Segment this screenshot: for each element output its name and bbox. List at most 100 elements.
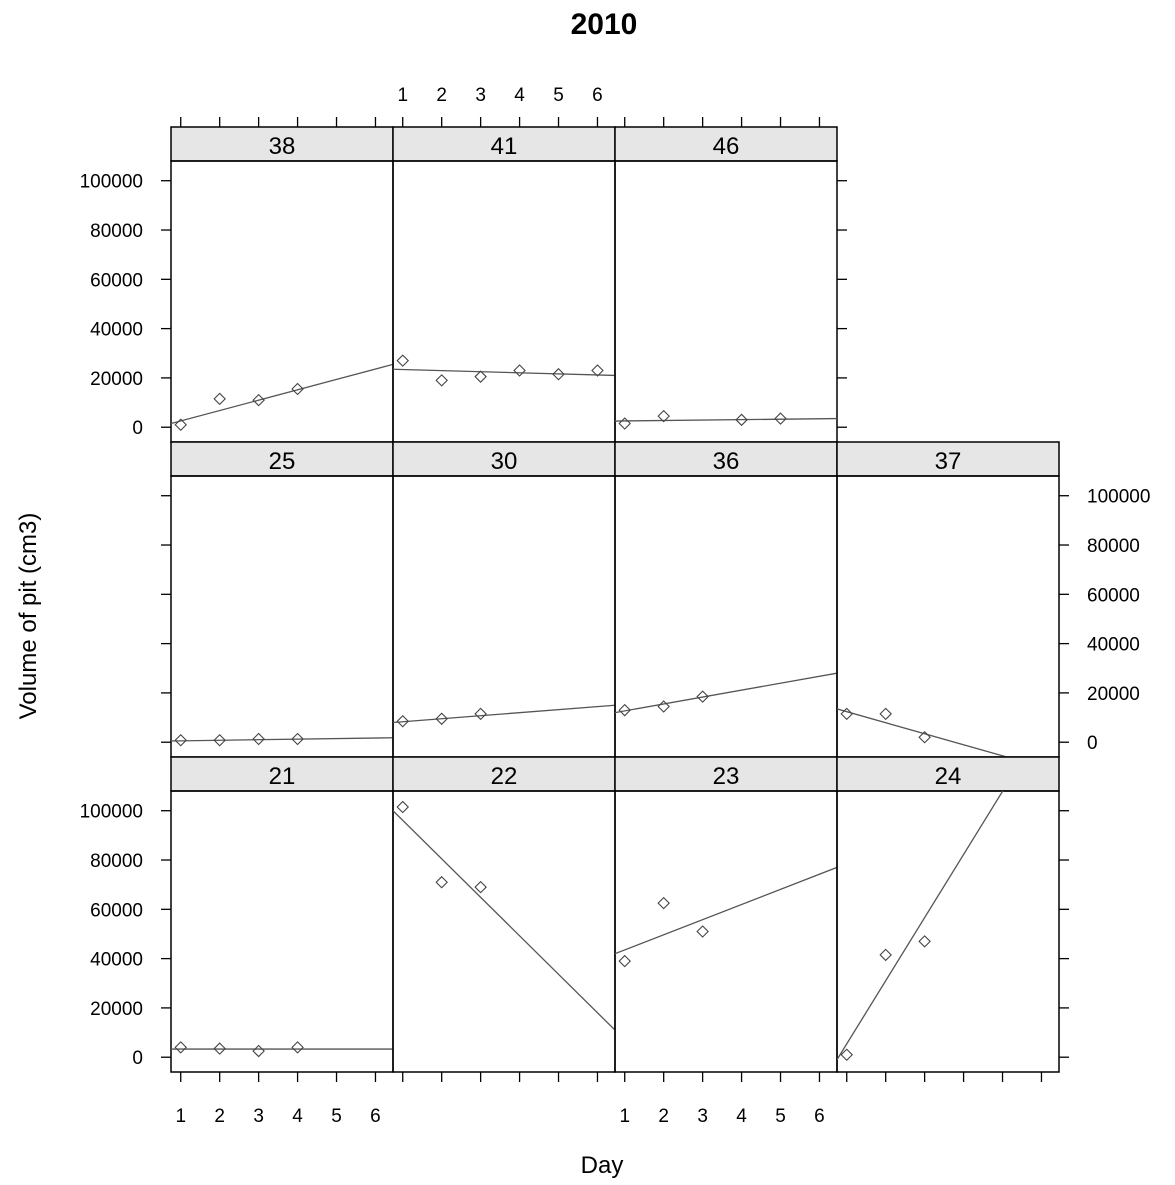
data-point xyxy=(591,364,604,377)
regression-line xyxy=(171,737,393,742)
data-point xyxy=(918,935,931,948)
y-tick-label: 80000 xyxy=(1087,536,1140,557)
data-point xyxy=(474,707,487,721)
regression-line xyxy=(393,368,615,377)
panel-strip xyxy=(614,126,838,162)
data-point xyxy=(252,393,265,407)
x-tick-label: 6 xyxy=(814,1106,825,1127)
x-tick-label: 4 xyxy=(736,1106,747,1127)
y-tick-label: 0 xyxy=(132,1048,143,1069)
data-point xyxy=(213,1042,226,1055)
data-point xyxy=(879,948,892,962)
data-point xyxy=(174,418,188,432)
panel-strip-label: 24 xyxy=(935,763,962,790)
x-tick-label: 5 xyxy=(331,1106,342,1127)
data-point xyxy=(396,354,410,367)
regression-line xyxy=(393,704,615,724)
panel-strip xyxy=(614,756,838,792)
x-tick-label: 2 xyxy=(436,85,447,106)
y-tick-label: 60000 xyxy=(90,270,143,291)
panel-box xyxy=(614,160,838,443)
y-axis-label: Volume of pit (cm3) xyxy=(15,513,42,720)
x-tick-label: 3 xyxy=(253,1106,264,1127)
regression-line xyxy=(615,866,837,955)
y-tick-label: 40000 xyxy=(90,950,143,971)
panel-box xyxy=(836,475,1060,758)
data-point xyxy=(474,370,487,383)
data-point xyxy=(435,374,448,387)
panel-strip xyxy=(836,756,1060,792)
x-tick-label: 6 xyxy=(370,1106,381,1127)
data-point xyxy=(174,733,188,747)
data-point xyxy=(879,707,892,721)
data-point xyxy=(657,700,670,713)
regression-line xyxy=(393,810,615,1031)
data-point xyxy=(618,703,632,717)
regression-line xyxy=(171,363,393,425)
data-point xyxy=(552,367,565,381)
data-point xyxy=(696,925,709,938)
data-point xyxy=(657,409,670,423)
panel-strip-label: 41 xyxy=(491,133,518,160)
x-tick-label: 3 xyxy=(475,85,486,106)
x-tick-label: 3 xyxy=(697,1106,708,1127)
panel-strip xyxy=(392,441,616,477)
data-point xyxy=(252,732,265,746)
y-tick-label: 100000 xyxy=(1087,487,1150,508)
data-point xyxy=(840,1048,854,1062)
panel-box xyxy=(836,790,1060,1073)
data-point xyxy=(735,413,748,427)
panel-box xyxy=(392,790,616,1073)
x-tick-label: 2 xyxy=(658,1106,669,1127)
y-tick-label: 80000 xyxy=(90,851,143,872)
panel-strip xyxy=(392,756,616,792)
y-tick-label: 60000 xyxy=(90,900,143,921)
data-point xyxy=(618,417,632,430)
panel-box xyxy=(614,790,838,1073)
data-point xyxy=(291,732,304,746)
panel-strip xyxy=(392,126,616,162)
x-tick-label: 1 xyxy=(619,1106,630,1127)
x-tick-label: 6 xyxy=(592,85,603,106)
regression-line xyxy=(615,417,837,422)
data-point xyxy=(657,896,670,910)
x-tick-label: 4 xyxy=(292,1106,303,1127)
y-tick-label: 60000 xyxy=(1087,585,1140,606)
panel-box xyxy=(170,790,394,1073)
x-axis-label: Day xyxy=(581,1152,624,1179)
regression-line xyxy=(837,791,1004,1061)
data-point xyxy=(291,1041,304,1054)
x-tick-label: 4 xyxy=(514,85,525,106)
data-point xyxy=(396,800,410,814)
data-point xyxy=(213,392,226,406)
panel-box xyxy=(170,160,394,443)
y-tick-label: 100000 xyxy=(80,172,143,193)
data-point xyxy=(513,364,526,377)
panel-strip-label: 37 xyxy=(935,448,962,475)
regression-line xyxy=(837,708,1010,757)
panel-box xyxy=(392,160,616,443)
data-point xyxy=(918,731,931,744)
y-tick-label: 40000 xyxy=(90,320,143,341)
chart-title: 2010 xyxy=(571,8,638,41)
panel-strip-label: 22 xyxy=(491,763,518,790)
y-tick-label: 100000 xyxy=(80,802,143,823)
panel-strip-label: 30 xyxy=(491,448,518,475)
data-point xyxy=(252,1044,265,1058)
panel-strip-label: 21 xyxy=(269,763,296,790)
y-tick-label: 20000 xyxy=(90,999,143,1020)
panel-strip-label: 38 xyxy=(269,133,296,160)
panel-box xyxy=(614,475,838,758)
x-tick-label: 5 xyxy=(553,85,564,106)
y-tick-label: 40000 xyxy=(1087,635,1140,656)
x-tick-label: 2 xyxy=(214,1106,225,1127)
panel-strip-label: 46 xyxy=(713,133,740,160)
panel-strip xyxy=(170,126,394,162)
data-point xyxy=(774,412,787,425)
regression-line xyxy=(615,672,837,714)
y-tick-label: 0 xyxy=(132,418,143,439)
panel-strip-label: 25 xyxy=(269,448,296,475)
x-tick-label: 1 xyxy=(397,85,408,106)
panel-box xyxy=(170,475,394,758)
